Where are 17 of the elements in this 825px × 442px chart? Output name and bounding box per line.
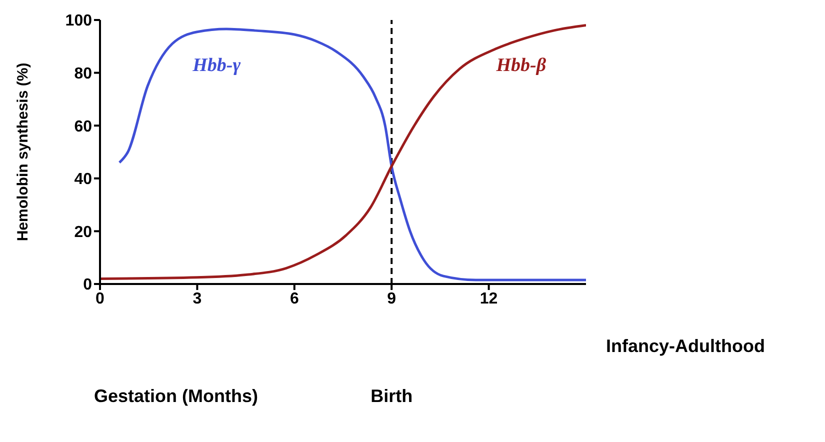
x-tick-label: 12 (480, 290, 498, 308)
text: Infancy-Adulthood (606, 336, 765, 357)
x-tick-label: 9 (387, 290, 396, 308)
y-tick-label: 100 (65, 12, 92, 30)
y-axis-title: Hemolobin synthesis (%) (14, 62, 32, 242)
series-label: Hbb-γ (192, 54, 241, 77)
ref-line-label: Birth (370, 386, 413, 407)
x-axis-title: Gestation (Months) (94, 386, 258, 407)
y-tick-label: 0 (83, 276, 92, 294)
x-tick-label: 6 (290, 290, 299, 308)
y-tick-label: 20 (74, 224, 92, 241)
y-tick-label: 80 (74, 65, 92, 82)
y-tick-label: 60 (74, 118, 92, 136)
y-tick-label: 40 (74, 171, 92, 188)
x-tick-label: 0 (96, 290, 105, 308)
x-tick-label: 3 (192, 290, 202, 308)
series-label: Hbb-β (496, 54, 546, 77)
